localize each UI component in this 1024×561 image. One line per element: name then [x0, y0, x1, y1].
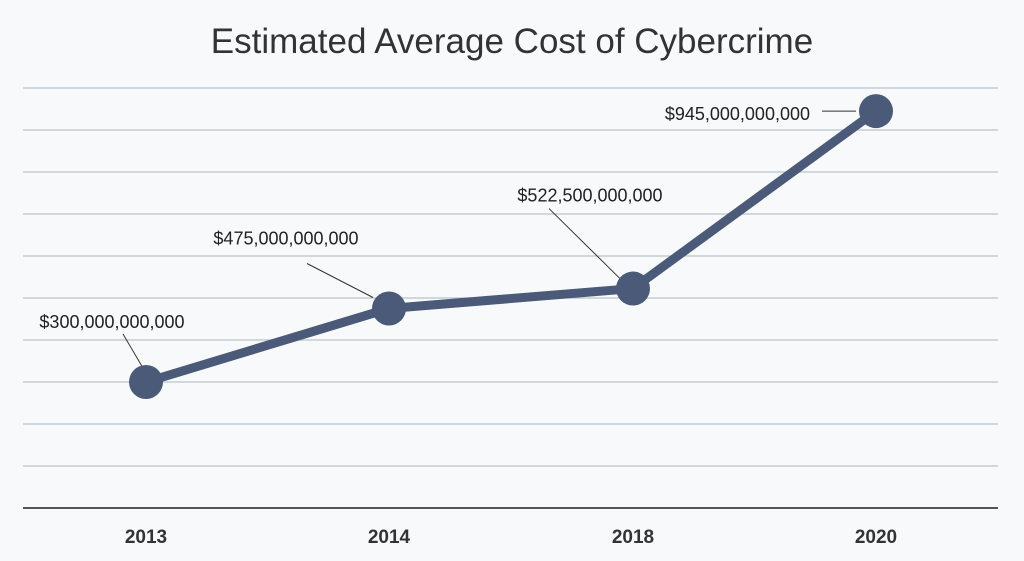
label-leader-lines: [122, 110, 856, 369]
data-point: [616, 271, 650, 306]
data-points: [129, 94, 893, 399]
data-labels: $300,000,000,000 $475,000,000,000 $522,500…: [39, 104, 810, 332]
x-tick-label: 2014: [368, 527, 411, 548]
leader-line: [122, 333, 144, 369]
leader-line: [548, 208, 624, 282]
data-point: [372, 291, 406, 326]
data-label: $522,500,000,000: [517, 186, 662, 206]
data-label: $945,000,000,000: [665, 104, 810, 124]
data-label: $475,000,000,000: [213, 229, 358, 249]
data-label: $300,000,000,000: [39, 312, 184, 332]
x-tick-label: 2020: [855, 527, 897, 548]
x-tick-label: 2013: [125, 527, 167, 548]
data-point: [859, 94, 893, 129]
data-point: [129, 365, 163, 399]
chart-title: Estimated Average Cost of Cybercrime: [211, 22, 813, 61]
leader-line: [306, 263, 374, 298]
x-tick-label: 2018: [612, 527, 654, 548]
gridlines: [23, 87, 998, 467]
x-axis-tick-labels: 2013 2014 2018 2020: [125, 527, 897, 548]
series-line: [141, 106, 881, 387]
